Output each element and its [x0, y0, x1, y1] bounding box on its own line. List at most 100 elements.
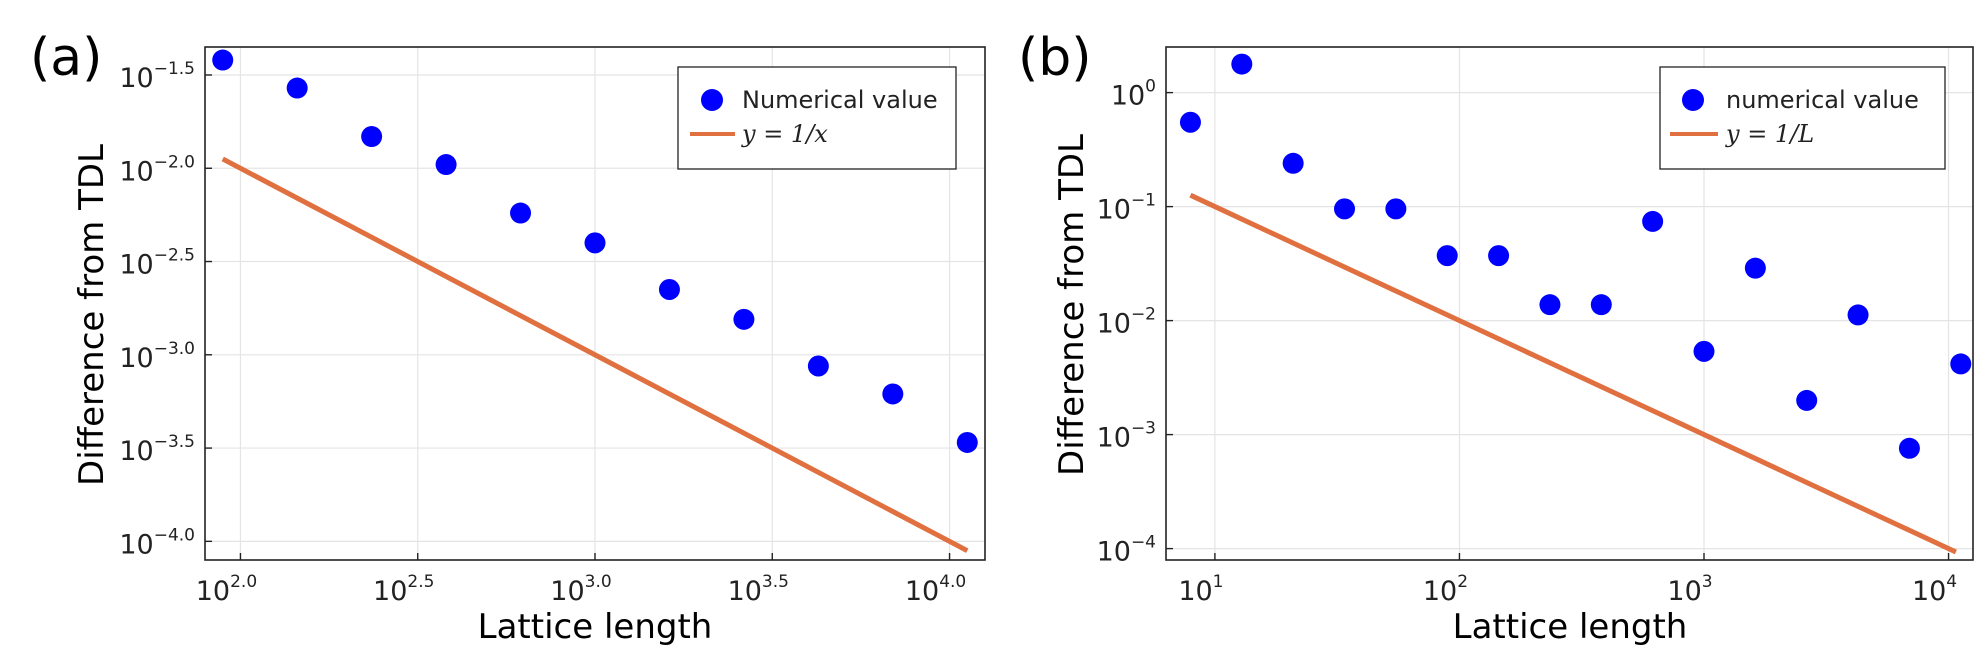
- x-tick-base: 10: [1423, 576, 1457, 607]
- panel-a-fit-line: [221, 156, 969, 553]
- panel-b-data-point: [1847, 304, 1869, 326]
- panel-b-data-point: [1642, 210, 1664, 232]
- y-tick-exponent: −1.5: [154, 59, 195, 79]
- y-tick-base: 10: [1097, 195, 1131, 226]
- panel-b-x-tick-label: 102: [1423, 572, 1468, 607]
- panel-b-x-ticks: 101 102 103 104: [1178, 553, 1957, 607]
- panel-a-legend-label-numerical: Numerical value: [742, 86, 938, 114]
- panel-b-data-point: [1231, 53, 1253, 75]
- x-tick-base: 10: [1912, 576, 1946, 607]
- panel-a-label: (a): [30, 28, 102, 88]
- panel-b-series: [1179, 53, 1972, 555]
- y-tick-base: 10: [1097, 309, 1131, 340]
- panel-b-x-axis-label: Lattice length: [1453, 607, 1688, 647]
- y-tick-exponent: −2.0: [154, 152, 195, 172]
- x-tick-exponent: 3: [1702, 572, 1713, 592]
- panel-b-y-tick-label: 100: [1111, 77, 1156, 112]
- y-tick-exponent: −2: [1131, 305, 1156, 325]
- panel-a-data-point: [584, 232, 606, 254]
- y-tick-exponent: 0: [1145, 77, 1156, 97]
- panel-a-x-tick-label: 103.0: [550, 572, 611, 607]
- panel-a-y-tick-label: 10−2.5: [119, 246, 195, 281]
- y-tick-base: 10: [1097, 537, 1131, 568]
- x-tick-base: 10: [550, 576, 584, 607]
- x-tick-exponent: 4: [1946, 572, 1957, 592]
- panel-a-data-point: [435, 154, 457, 176]
- x-tick-exponent: 1: [1213, 572, 1224, 592]
- panel-b-data-point: [1693, 340, 1715, 362]
- y-tick-base: 10: [119, 436, 153, 467]
- panel-b-data-point: [1898, 437, 1920, 459]
- panel-a-y-tick-label: 10−4.0: [119, 525, 195, 560]
- x-tick-base: 10: [196, 576, 230, 607]
- x-tick-exponent: 3.5: [762, 572, 789, 592]
- panel-a: (a) 102.0 102.5 103.0 103.5 104.0 10−1.510−2…: [30, 28, 986, 647]
- x-tick-exponent: 2.5: [407, 572, 434, 592]
- panel-b-data-point: [1744, 257, 1766, 279]
- panel-a-y-tick-label: 10−1.5: [119, 59, 195, 94]
- y-tick-exponent: −1: [1131, 191, 1156, 211]
- y-tick-base: 10: [119, 63, 153, 94]
- panel-a-legend-box: [677, 66, 957, 170]
- x-tick-base: 10: [373, 576, 407, 607]
- panel-a-y-ticks: 10−1.510−2.010−2.510−3.010−3.510−4.0: [119, 59, 212, 560]
- x-tick-base: 10: [1178, 576, 1212, 607]
- panel-a-data-point: [658, 279, 680, 301]
- panel-a-data-point: [733, 308, 755, 330]
- panel-a-x-tick-label: 102.0: [196, 572, 257, 607]
- panel-a-y-axis-label: Difference from TDL: [72, 144, 112, 486]
- y-tick-base: 10: [119, 250, 153, 281]
- panel-b-legend-box: [1659, 66, 1946, 170]
- panel-b-data-point: [1590, 294, 1612, 316]
- panel-b-data-point: [1539, 294, 1561, 316]
- y-tick-base: 10: [119, 343, 153, 374]
- panel-a-data-point: [956, 431, 978, 453]
- panel-a-y-tick-label: 10−3.0: [119, 339, 195, 374]
- x-tick-exponent: 2.0: [230, 572, 257, 592]
- x-tick-base: 10: [905, 576, 939, 607]
- panel-a-x-axis-label: Lattice length: [478, 607, 713, 647]
- y-tick-exponent: −3: [1131, 419, 1156, 439]
- x-tick-base: 10: [1667, 576, 1701, 607]
- panel-a-legend-marker-numerical: [701, 89, 723, 111]
- panel-a-legend: Numerical value y = 1/x: [677, 66, 957, 170]
- panel-b-x-tick-label: 103: [1667, 572, 1712, 607]
- panel-b-data-point: [1179, 111, 1201, 133]
- panel-b-legend-marker-numerical: [1682, 89, 1704, 111]
- panel-b-fit-line: [1189, 192, 1957, 555]
- panel-a-x-tick-label: 104.0: [905, 572, 966, 607]
- y-tick-exponent: −3.0: [154, 339, 195, 359]
- panel-a-x-tick-label: 102.5: [373, 572, 434, 607]
- y-tick-exponent: −3.5: [154, 432, 195, 452]
- panel-b-plot-frame: [1165, 46, 1974, 561]
- y-tick-base: 10: [119, 529, 153, 560]
- x-tick-exponent: 3.0: [585, 572, 612, 592]
- panel-b-data-point: [1950, 353, 1972, 375]
- x-tick-base: 10: [728, 576, 762, 607]
- panel-b-data-point: [1488, 245, 1510, 267]
- panel-a-x-tick-label: 103.5: [728, 572, 789, 607]
- panel-a-legend-label-fit: y = 1/x: [741, 120, 828, 148]
- panel-b-legend-label-numerical: numerical value: [1726, 86, 1919, 114]
- panel-a-data-point: [286, 77, 308, 99]
- panel-b-x-tick-label: 101: [1178, 572, 1223, 607]
- panel-b-data-point: [1282, 152, 1304, 174]
- y-tick-exponent: −2.5: [154, 246, 195, 266]
- panel-a-data-point: [212, 49, 234, 71]
- panel-b-y-tick-label: 10−1: [1097, 191, 1156, 226]
- y-tick-base: 10: [119, 156, 153, 187]
- panel-a-data-point: [807, 355, 829, 377]
- panel-a-data-point: [361, 126, 383, 148]
- panel-b-data-point: [1796, 389, 1818, 411]
- panel-b-legend-label-fit: y = 1/L: [1725, 120, 1814, 148]
- panel-b-y-tick-label: 10−3: [1097, 419, 1156, 454]
- y-tick-exponent: −4.0: [154, 525, 195, 545]
- y-tick-base: 10: [1111, 81, 1145, 112]
- panel-b-data-point: [1385, 198, 1407, 220]
- panel-b-data-point: [1436, 245, 1458, 267]
- panel-a-data-point: [882, 383, 904, 405]
- y-tick-base: 10: [1097, 423, 1131, 454]
